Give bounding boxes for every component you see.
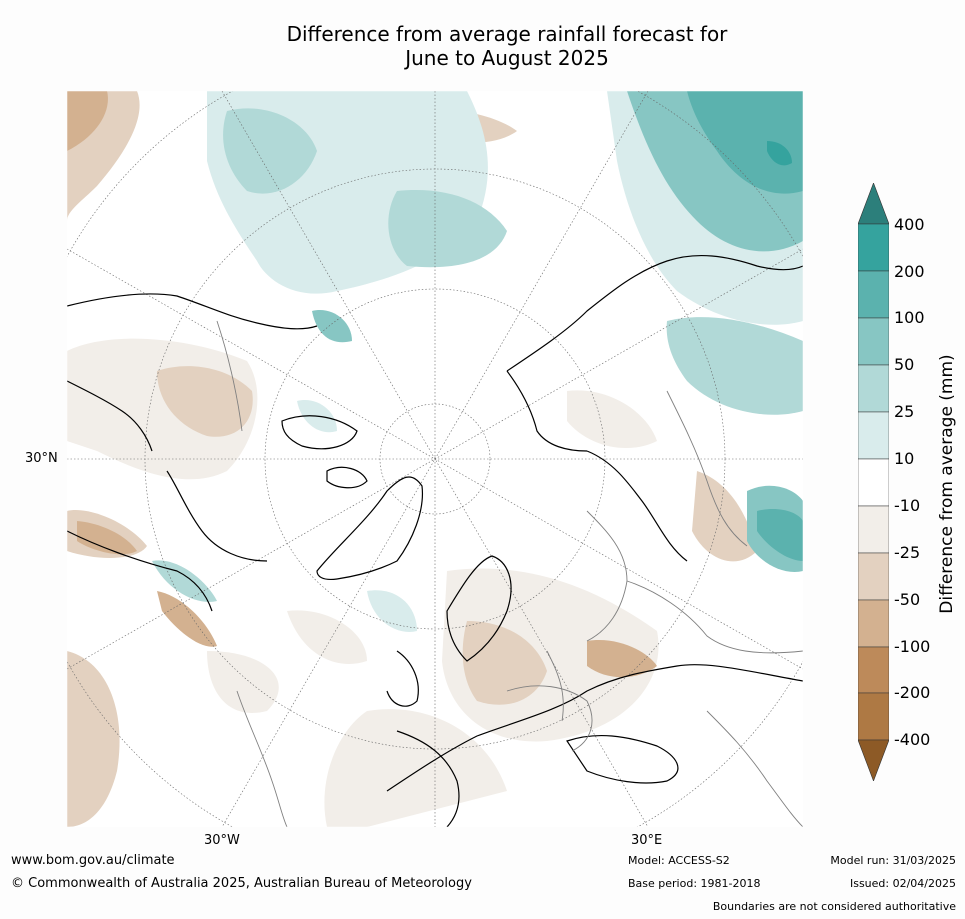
footer-disclaimer: Boundaries are not considered authoritat…	[712, 900, 956, 913]
coastlines	[67, 254, 803, 827]
footer-model-run: Model run: 31/03/2025	[830, 854, 956, 867]
lat-label-30n: 30°N	[25, 451, 58, 466]
footer-issued: Issued: 02/04/2025	[849, 877, 956, 890]
colorbar-tick: -200	[894, 683, 931, 702]
footer-copyright: © Commonwealth of Australia 2025, Austra…	[11, 876, 472, 891]
colorbar-tick: 25	[894, 402, 915, 421]
lon-label-30w: 30°W	[204, 833, 240, 848]
colorbar-tick: 100	[894, 308, 925, 327]
title-line-1: Difference from average rainfall forecas…	[286, 22, 728, 46]
colorbar-tick: -10	[894, 496, 921, 515]
footer-base-period: Base period: 1981-2018	[628, 877, 761, 890]
rainfall-anomaly-map	[67, 91, 803, 827]
colorbar-arrow-top	[858, 183, 889, 225]
colorbar-tick: 50	[894, 355, 915, 374]
colorbar-tick: -25	[894, 543, 921, 562]
footer-model: Model: ACCESS-S2	[628, 854, 730, 867]
title-line-2: June to August 2025	[405, 46, 609, 70]
colorbar-tick: -50	[894, 590, 921, 609]
colorbar-arrow-bottom	[858, 739, 889, 781]
wet-anomaly-areas	[152, 91, 803, 632]
chart-title: Difference from average rainfall forecas…	[200, 22, 814, 70]
country-borders	[216, 320, 803, 827]
colorbar-tick: -400	[894, 730, 931, 749]
colorbar-tick: 400	[894, 215, 925, 234]
footer-url[interactable]: www.bom.gov.au/climate	[11, 853, 175, 868]
colorbar-tick: 10	[894, 449, 915, 468]
colorbar-title-text: Difference from average (mm)	[937, 354, 957, 614]
lon-label-30e: 30°E	[631, 833, 663, 848]
graticule	[67, 91, 803, 827]
colorbar-tick: 200	[894, 262, 925, 281]
colorbar-tick: -100	[894, 637, 931, 656]
dry-anomaly-areas	[67, 91, 803, 827]
colorbar	[858, 183, 889, 781]
